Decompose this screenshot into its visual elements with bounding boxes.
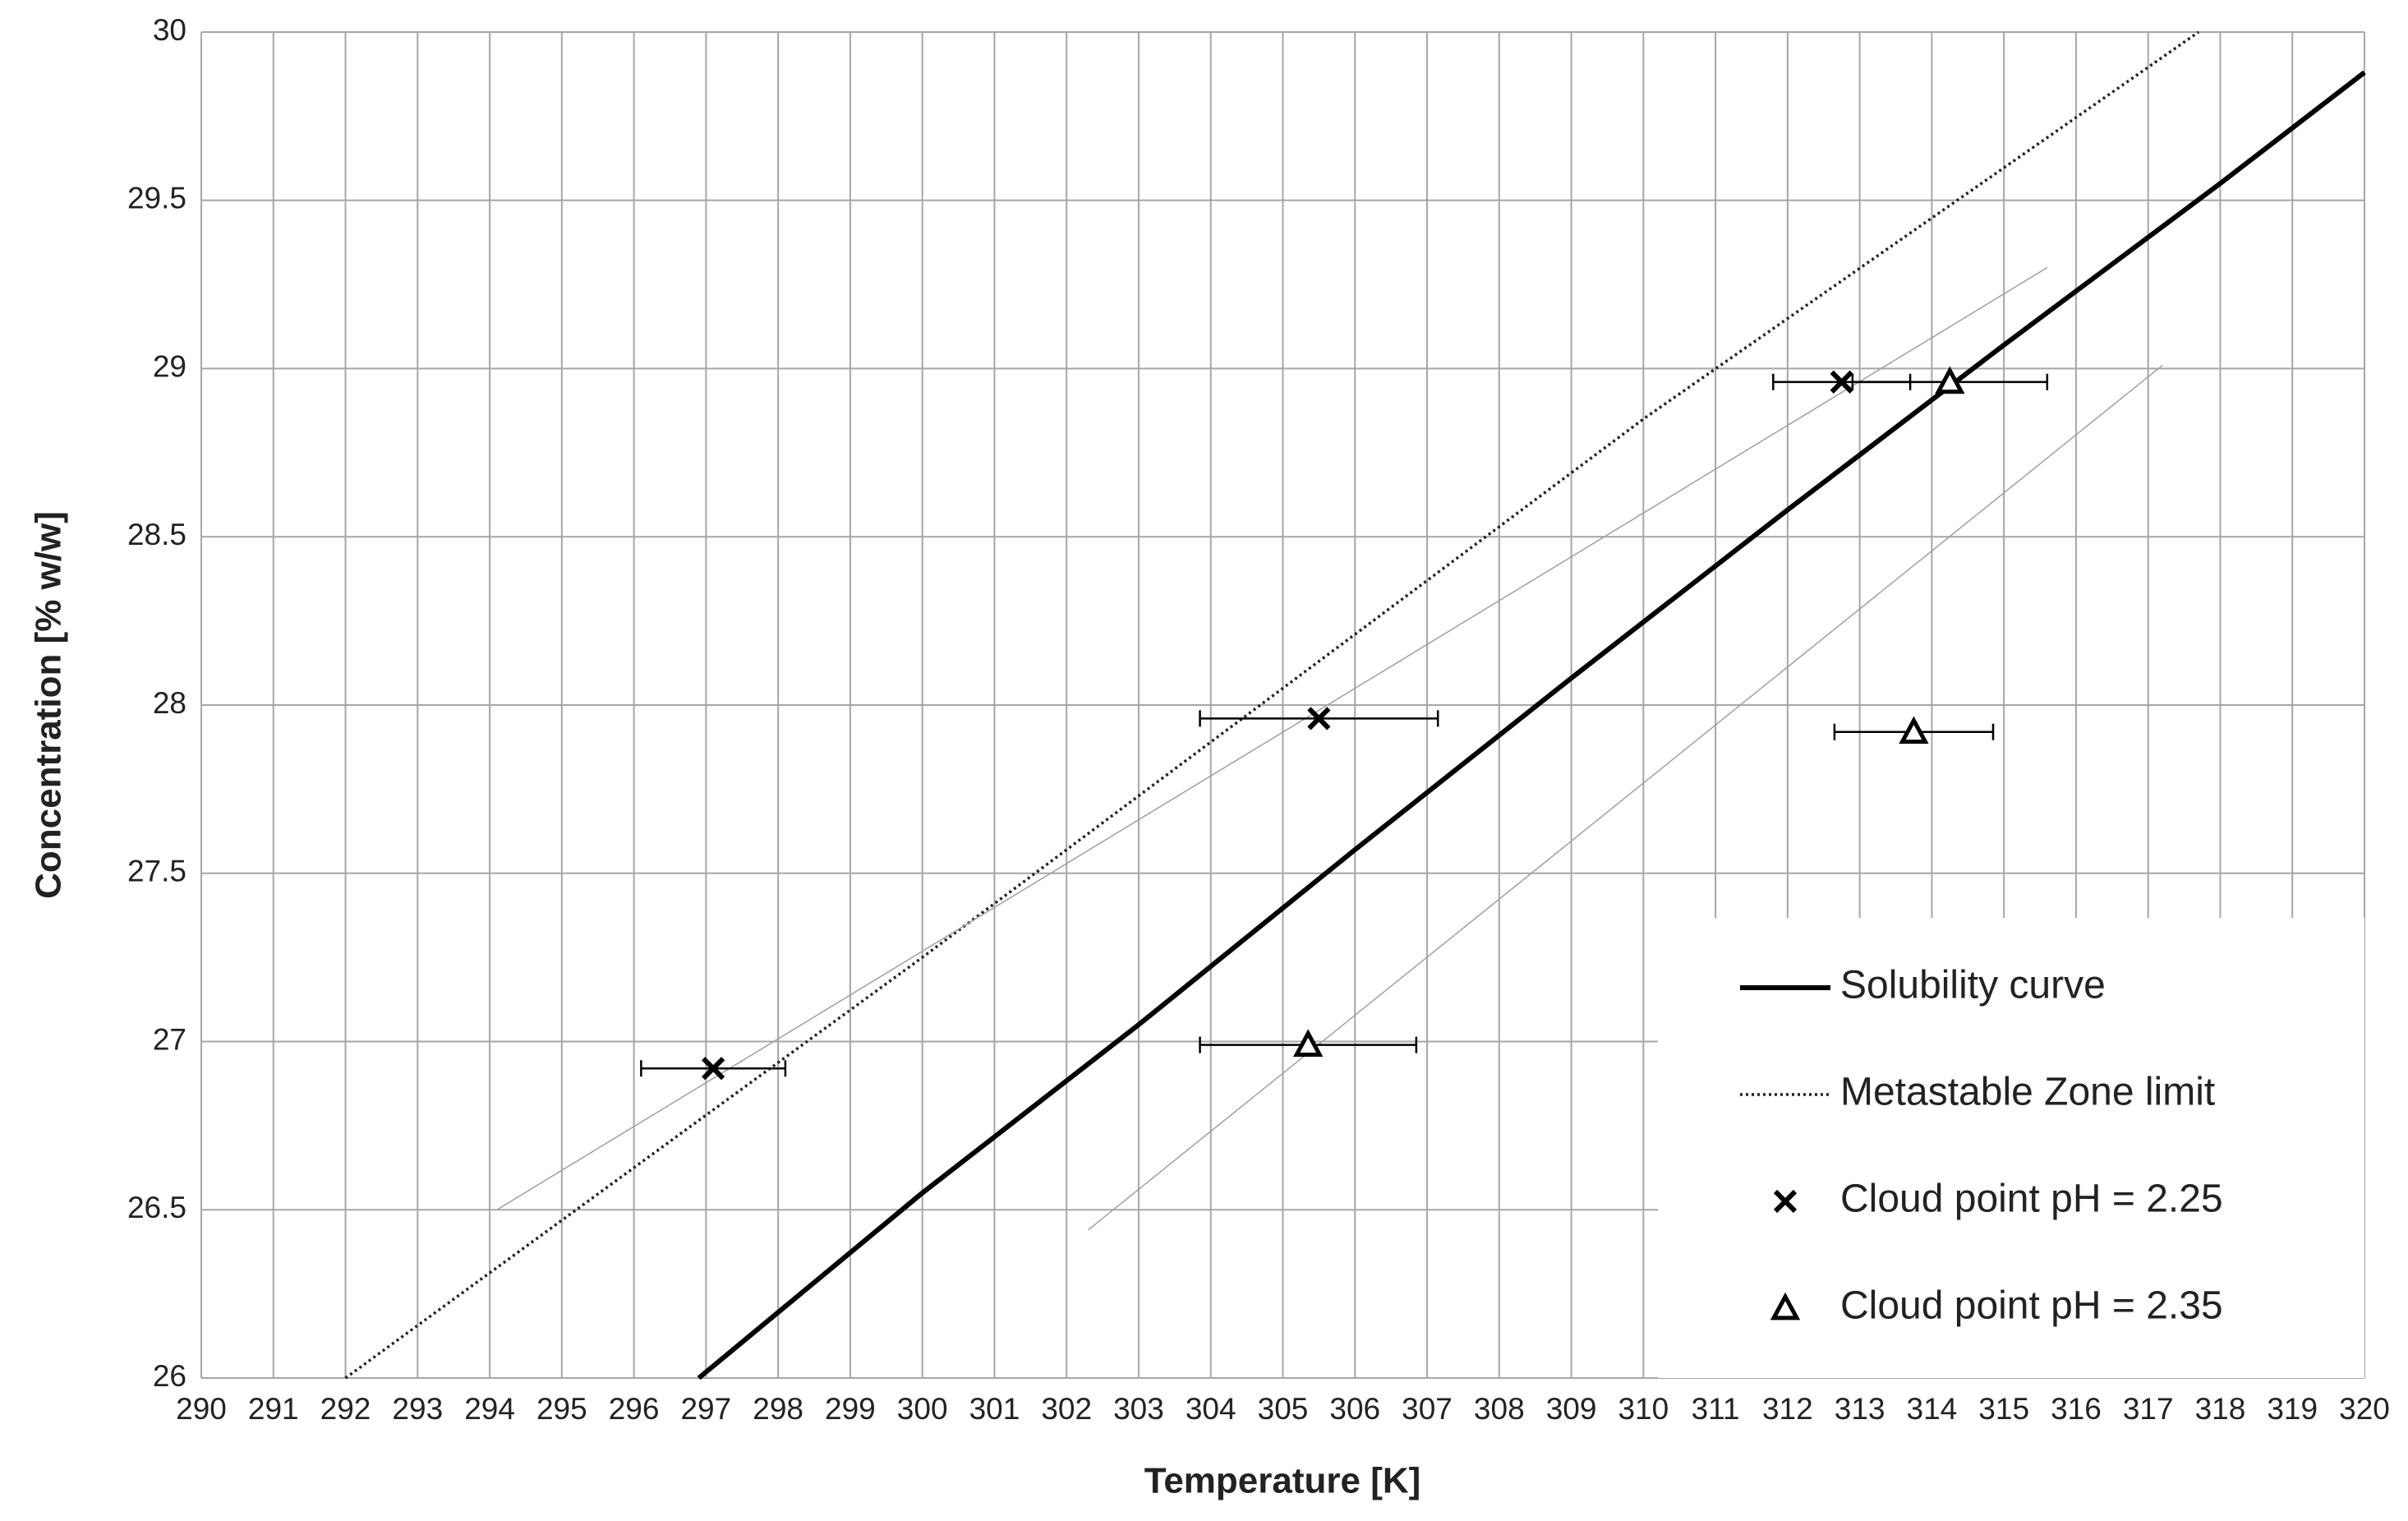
x-tick-label: 318 [2195,1392,2246,1426]
x-tick-label: 296 [609,1392,660,1426]
y-tick-label: 29 [153,349,186,383]
y-tick-label: 27 [153,1022,186,1056]
x-tick-label: 319 [2267,1392,2318,1426]
series-line [697,70,2366,1380]
x-tick-label: 295 [536,1392,587,1426]
marker-x [702,1057,725,1081]
x-tick-label: 311 [1692,1392,1740,1426]
legend-label: Cloud point pH = 2.35 [1840,1284,2223,1328]
x-tick-label: 310 [1618,1392,1669,1426]
x-tick-label: 315 [1978,1392,2029,1426]
series-line [1088,364,2163,1231]
legend-label: Metastable Zone limit [1840,1071,2215,1114]
series-line [344,30,2200,1380]
y-tick-label: 26.5 [127,1191,186,1224]
marker-triangle [1770,1292,1801,1321]
x-tick-label: 305 [1258,1392,1309,1426]
y-tick-label: 26 [153,1359,186,1393]
x-tick-label: 300 [897,1392,948,1426]
y-tick-label: 28.5 [127,518,186,551]
x-tick-label: 292 [320,1392,371,1426]
x-tick-label: 291 [248,1392,299,1426]
x-tick-label: 308 [1474,1392,1525,1426]
legend-label: Solubility curve [1840,964,2106,1007]
x-axis-label: Temperature [K] [1144,1461,1421,1501]
legend-box [1658,918,2364,1378]
x-tick-label: 301 [969,1392,1020,1426]
y-tick-label: 27.5 [127,855,186,888]
marker-x [1307,707,1331,731]
x-tick-label: 290 [176,1392,227,1426]
x-tick-label: 316 [2051,1392,2102,1426]
marker-triangle [1935,366,1965,394]
x-tick-label: 317 [2123,1392,2174,1426]
x-tick-label: 298 [753,1392,803,1426]
marker-x [1830,370,1853,394]
x-tick-label: 309 [1546,1392,1597,1426]
x-tick-label: 294 [464,1392,515,1426]
y-axis-label: Concentration [% w/w] [29,511,69,899]
x-tick-label: 293 [392,1392,443,1426]
x-tick-label: 313 [1835,1392,1885,1426]
x-tick-label: 314 [1907,1392,1958,1426]
x-tick-label: 302 [1041,1392,1092,1426]
y-tick-label: 30 [153,13,186,47]
x-tick-label: 306 [1329,1392,1380,1426]
series-line [496,267,2048,1210]
x-tick-label: 297 [680,1392,731,1426]
legend-label: Cloud point pH = 2.25 [1840,1178,2223,1221]
x-tick-label: 312 [1762,1392,1813,1426]
legend: Solubility curve Metastable Zone limit Clo… [1658,918,2364,1378]
plot-area [344,30,2366,1380]
marker-triangle [1899,716,1929,744]
x-tick-label: 304 [1186,1392,1236,1426]
x-tick-label: 303 [1113,1392,1164,1426]
x-tick-label: 320 [2339,1392,2390,1426]
marker-x [1773,1189,1798,1214]
marker-triangle [1293,1029,1324,1057]
y-tick-label: 28 [153,686,186,720]
x-tick-label: 307 [1402,1392,1453,1426]
y-tick-label: 29.5 [127,182,186,215]
x-tick-label: 299 [825,1392,876,1426]
